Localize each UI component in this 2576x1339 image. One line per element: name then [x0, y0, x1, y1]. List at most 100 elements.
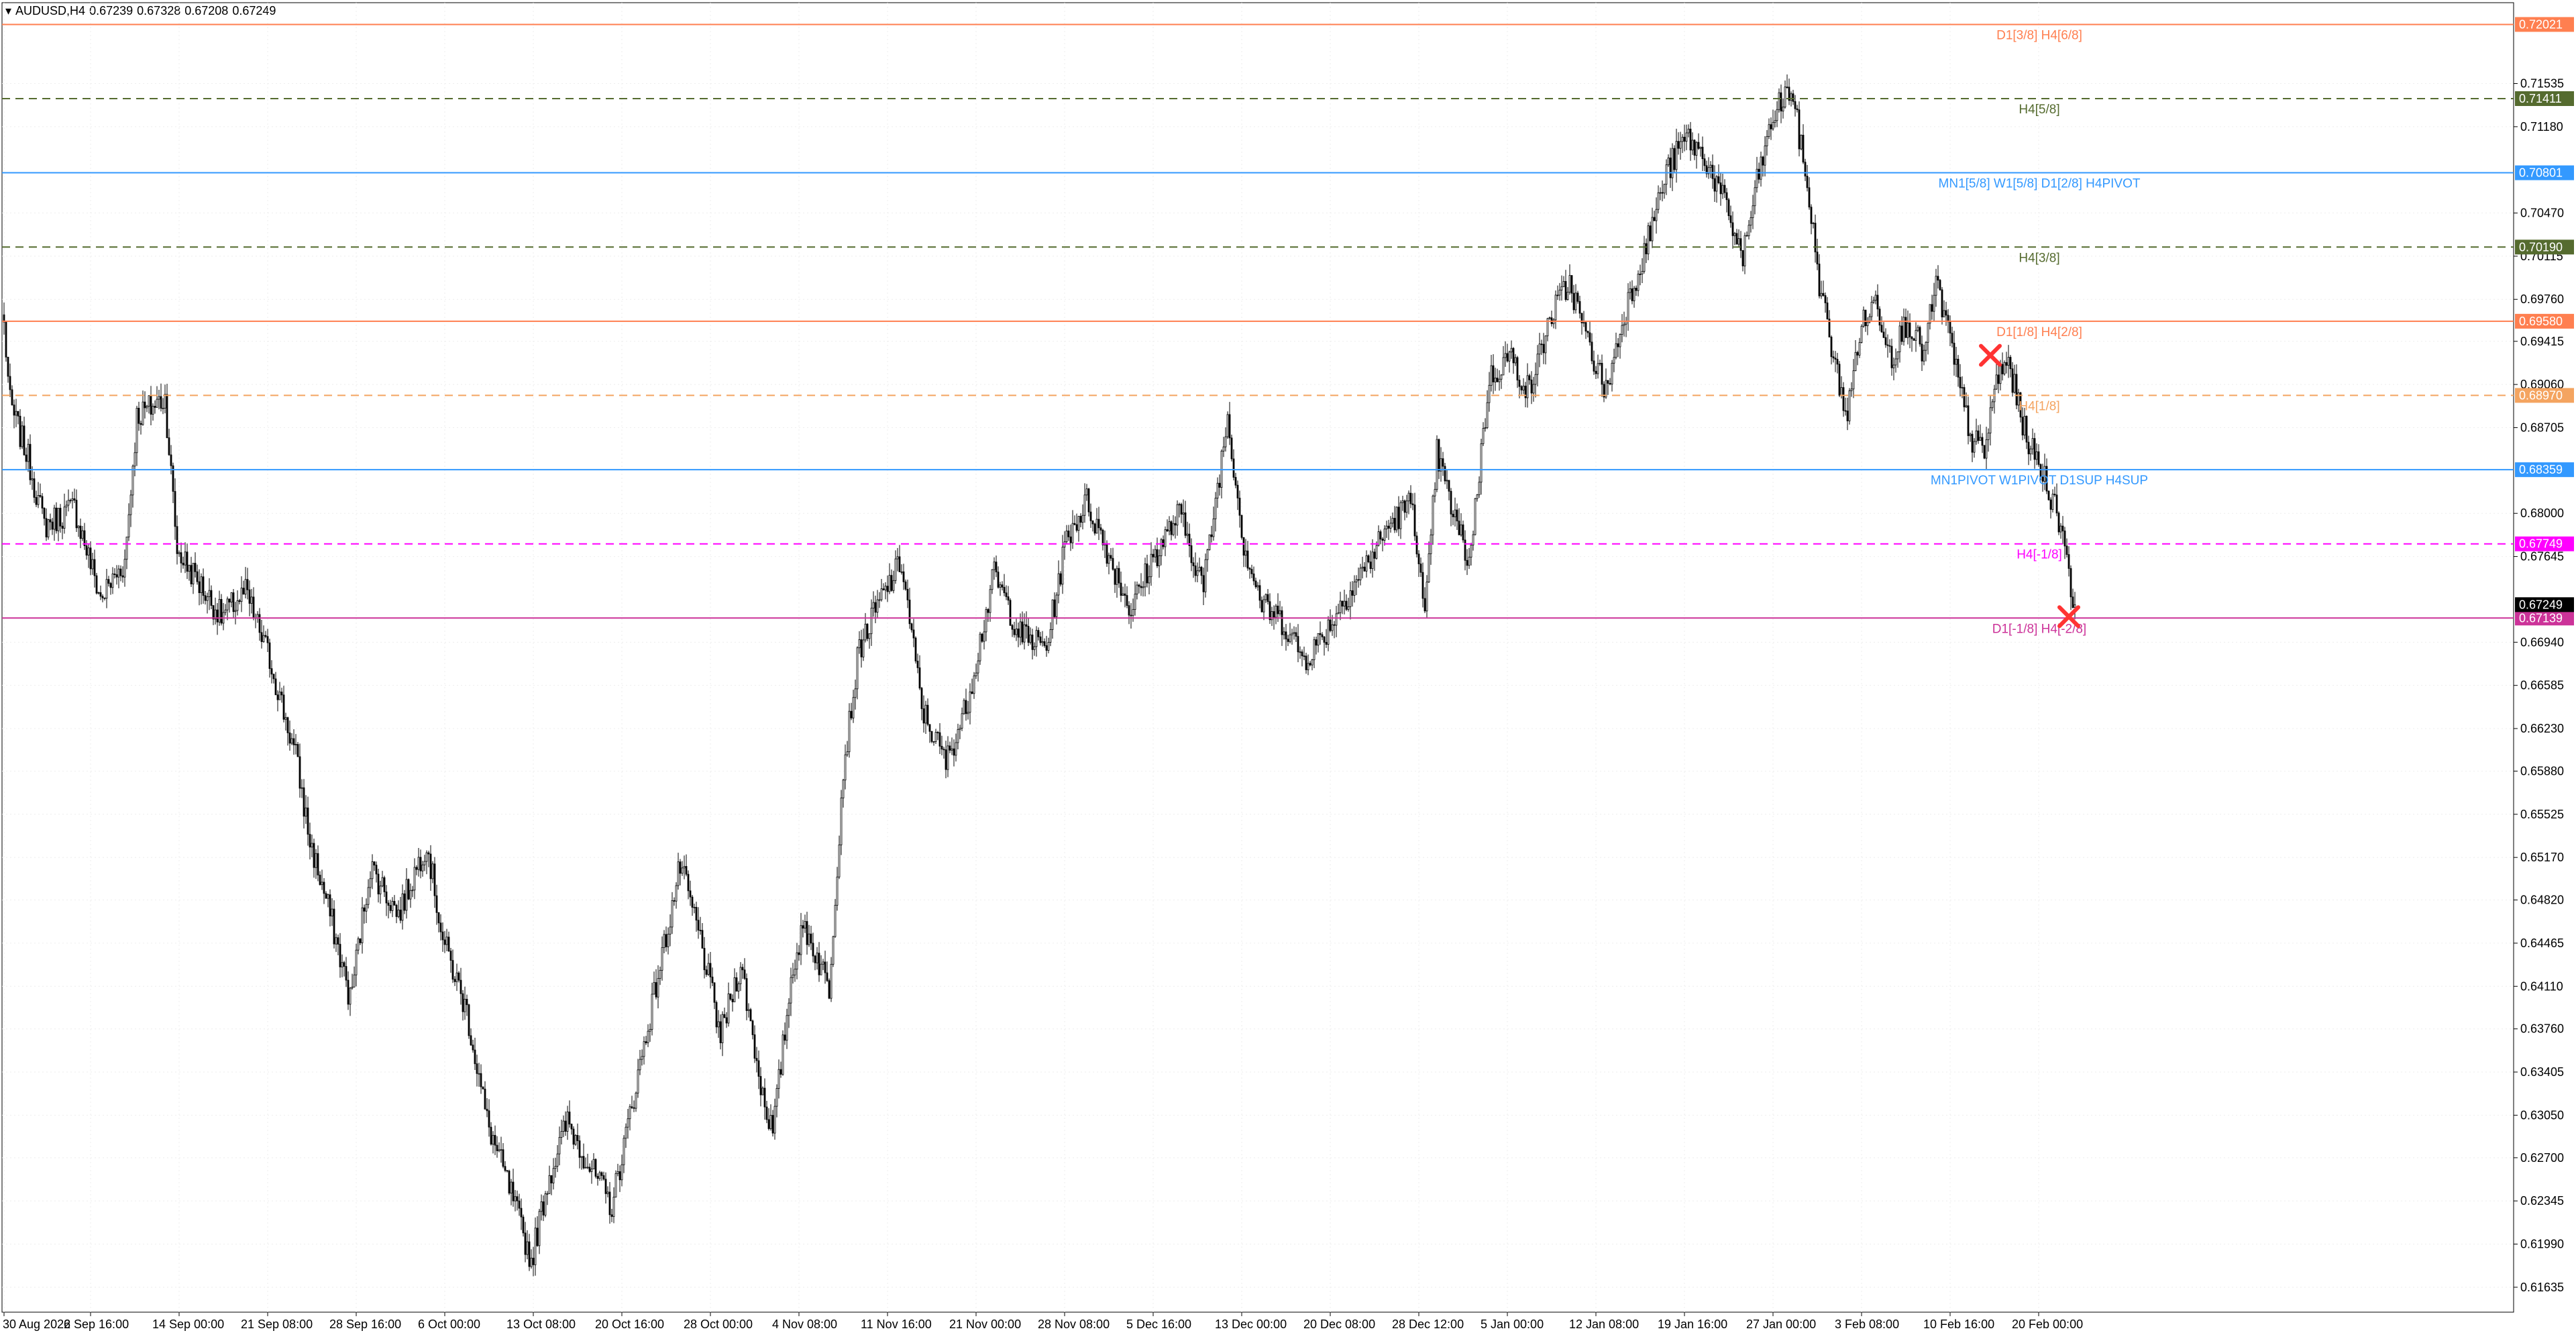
candle-body [280, 692, 283, 696]
candle-body [2057, 513, 2060, 533]
candle-body [812, 943, 814, 957]
candle-body [1381, 539, 1384, 541]
x-tick-label: 13 Oct 08:00 [506, 1318, 576, 1331]
y-tick-label: 0.67645 [2520, 550, 2564, 564]
y-tick-label: 0.66585 [2520, 679, 2564, 692]
candle-body [926, 704, 929, 725]
candle-body [508, 1171, 511, 1194]
candle-body [1748, 225, 1750, 236]
candle-body [1118, 568, 1120, 584]
candle-body [1242, 537, 1245, 556]
candle-body [393, 901, 396, 906]
candle-body [1460, 524, 1462, 535]
candle-body [777, 1069, 780, 1089]
candle-body [39, 495, 42, 497]
candle-body [705, 969, 708, 975]
candle-body [1735, 233, 1738, 245]
candle-body [1448, 480, 1450, 492]
candle-body [1587, 331, 1589, 333]
candle-body [1991, 401, 1994, 409]
candle-body [2021, 417, 2024, 435]
candle-body [808, 933, 810, 945]
level-label: H4[1/8] [2019, 399, 2059, 413]
candle-body [1168, 521, 1171, 531]
candle-body [162, 407, 164, 409]
candle-body [47, 519, 50, 537]
candle-body [1452, 513, 1454, 517]
candle-body [1599, 363, 1601, 364]
candle-body [1434, 489, 1436, 496]
candle-body [1655, 209, 1658, 221]
candle-body [955, 742, 957, 756]
candle-body [1806, 176, 1809, 189]
candle-body [731, 999, 734, 1002]
candle-body [363, 907, 366, 912]
candle-body [303, 787, 305, 817]
level-price-label: 0.69580 [2519, 315, 2563, 328]
candle-body [1647, 225, 1650, 254]
candle-body [329, 894, 331, 916]
candle-body [1804, 162, 1807, 176]
candle-body [934, 732, 937, 742]
x-tick-label: 28 Sep 16:00 [329, 1318, 401, 1331]
candle-body [1814, 223, 1817, 253]
candle-body [753, 1034, 756, 1059]
candle-body [208, 590, 211, 597]
candle-body [890, 575, 893, 591]
candle-body [1027, 626, 1030, 643]
candle-body [782, 1034, 784, 1075]
candle-body [872, 602, 875, 608]
candle-body [2007, 357, 2010, 366]
candle-body [800, 925, 802, 955]
y-tick-label: 0.63405 [2520, 1065, 2564, 1079]
current-price-label: 0.67249 [2519, 598, 2563, 611]
candle-body [1450, 490, 1452, 515]
candle-body [399, 910, 402, 921]
candle-body [33, 478, 36, 498]
candle-body [884, 586, 887, 590]
candle-body [480, 1073, 482, 1087]
candle-body [602, 1175, 605, 1180]
candle-body [238, 600, 241, 602]
candle-body [83, 530, 86, 546]
candle-body [385, 892, 388, 904]
candle-body [1345, 600, 1348, 610]
candle-body [2068, 554, 2070, 569]
x-tick-label: 19 Jan 16:00 [1658, 1318, 1727, 1331]
candle-body [1307, 663, 1309, 670]
candle-body [1931, 304, 1933, 312]
candle-body [1953, 342, 1955, 365]
candle-body [1629, 288, 1631, 293]
candle-body [136, 408, 138, 453]
candle-body [1218, 482, 1221, 488]
candle-body [1383, 529, 1386, 541]
candle-body [572, 1128, 575, 1145]
candle-body [1011, 625, 1014, 630]
dropdown-triangle-icon[interactable]: ▾ [5, 4, 12, 17]
candle-body [824, 961, 826, 973]
candle-body [1436, 439, 1438, 490]
candle-body [190, 565, 193, 584]
candle-body [182, 562, 184, 566]
y-tick-label: 0.65170 [2520, 851, 2564, 864]
candle-body [21, 425, 23, 447]
candle-body [1878, 309, 1881, 326]
candle-body [1892, 364, 1895, 368]
candle-body [345, 966, 347, 981]
candle-body [1528, 375, 1531, 380]
candle-body [1985, 439, 1988, 459]
candle-body [170, 454, 172, 466]
candle-body [1222, 446, 1225, 451]
candle-body [323, 881, 325, 894]
candle-body [512, 1181, 515, 1201]
candle-body [1836, 359, 1839, 365]
candle-body [371, 861, 374, 879]
candle-body [641, 1056, 643, 1060]
candle-body [1794, 101, 1796, 109]
candle-body [703, 948, 706, 971]
candle-body [75, 500, 78, 529]
candle-body [627, 1118, 629, 1128]
candle-body [1536, 354, 1539, 375]
